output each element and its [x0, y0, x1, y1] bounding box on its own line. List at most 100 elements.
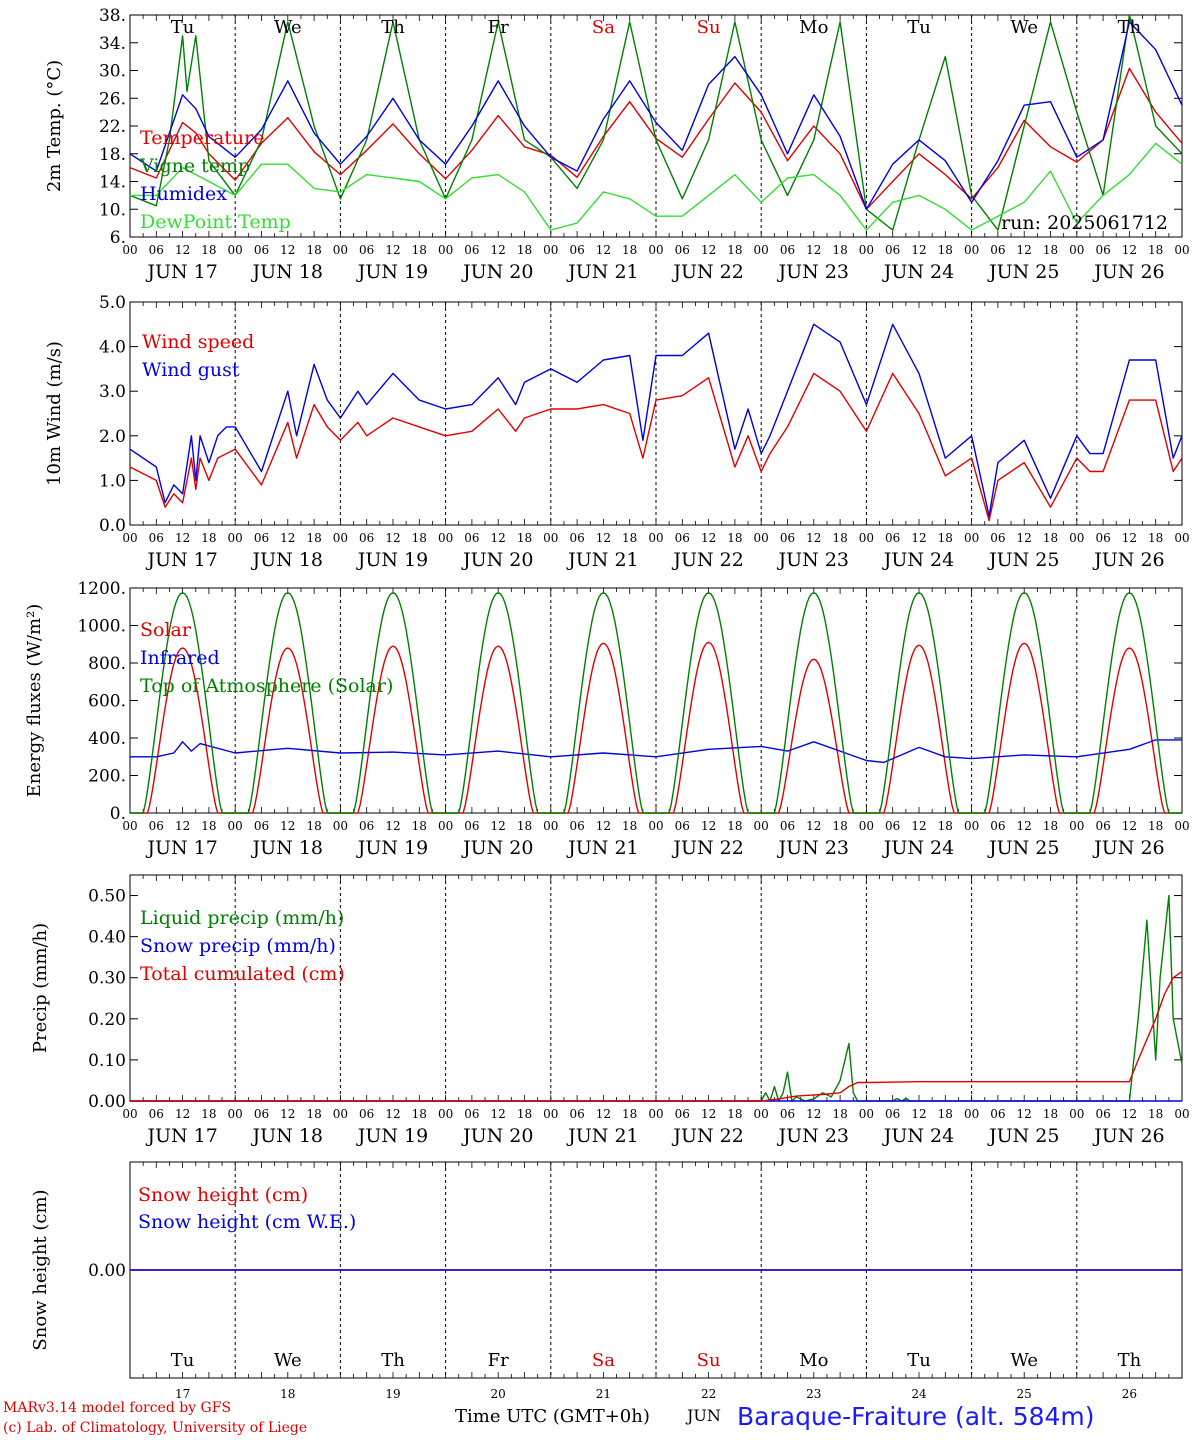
hour-tick-label: 18 [412, 243, 427, 257]
legend-entry: Snow precip (mm/h) [140, 935, 336, 957]
hour-tick-label: 00 [333, 819, 348, 833]
hour-tick-label: 12 [806, 243, 821, 257]
y-tick-label: 0.00 [88, 1261, 126, 1281]
hour-tick-label: 18 [1148, 243, 1163, 257]
hour-tick-label: 06 [254, 531, 269, 545]
series-line-wind-gust [129, 323, 1183, 517]
hour-tick-label: 12 [911, 243, 926, 257]
date-label: JUN 18 [251, 1125, 323, 1147]
hour-tick-label: 06 [780, 531, 795, 545]
hour-tick-label: 06 [885, 531, 900, 545]
panel-precip: 0.00 0.10 0.20 0.30 0.40 0.50 Precip (mm/h) 00 0… [30, 874, 1190, 1147]
panel-snow: 0.00 Snow height (cm) Snow height (cm) Snow… [30, 1161, 1183, 1401]
hour-tick-label: 06 [149, 819, 164, 833]
date-label: JUN 19 [356, 261, 428, 283]
hour-tick-label: 12 [596, 819, 611, 833]
hour-tick-label: 06 [675, 819, 690, 833]
hour-tick-label: 06 [990, 243, 1005, 257]
hour-tick-label: 12 [491, 531, 506, 545]
date-label: JUN 23 [777, 549, 849, 571]
hour-tick-label: 00 [859, 1107, 874, 1121]
hour-tick-label: 06 [885, 1107, 900, 1121]
hour-tick-label: 12 [806, 531, 821, 545]
hour-tick-label: 06 [149, 1107, 164, 1121]
weekday-label: We [274, 17, 302, 38]
hour-tick-label: 06 [675, 1107, 690, 1121]
hour-tick-label: 00 [122, 243, 137, 257]
hour-tick-label: 18 [306, 531, 321, 545]
hour-tick-label: 00 [964, 819, 979, 833]
date-label: JUN 26 [1092, 261, 1164, 283]
series-line-top-of-atmosphere-solar- [130, 592, 1182, 814]
legend-entry: Liquid precip (mm/h) [140, 907, 344, 929]
weekday-label: Fr [488, 17, 509, 38]
time-ticks [129, 588, 1183, 813]
hour-tick-label: 18 [727, 819, 742, 833]
legend-entry: Total cumulated (cm) [140, 963, 345, 985]
hour-tick-label: 18 [832, 243, 847, 257]
y-tick-label: 1000. [77, 617, 126, 637]
station-title: Baraque-Fraiture (alt. 584m) [737, 1402, 1095, 1431]
hour-tick-label: 00 [1174, 531, 1189, 545]
hour-tick-label: 06 [885, 819, 900, 833]
hour-tick-label: 18 [622, 531, 637, 545]
hour-tick-label: 18 [412, 1107, 427, 1121]
hour-tick-label: 18 [727, 1107, 742, 1121]
date-label: JUN 23 [777, 261, 849, 283]
hour-tick-label: 06 [1095, 1107, 1110, 1121]
hour-tick-label: 18 [1043, 819, 1058, 833]
hour-tick-label: 12 [1122, 1107, 1137, 1121]
hour-tick-label: 12 [701, 243, 716, 257]
hour-tick-label: 06 [464, 819, 479, 833]
hour-tick-label: 00 [964, 243, 979, 257]
hour-tick-label: 00 [1069, 819, 1084, 833]
hour-tick-label: 00 [648, 531, 663, 545]
hour-tick-label: 00 [543, 1107, 558, 1121]
series-line-infrared [130, 739, 1182, 764]
panel-temperature: 6. 10. 14. 18. 22. 26. 30. 34. 38. 2m Temp. (°C) 0… [44, 6, 1190, 283]
date-label: JUN 25 [987, 1125, 1059, 1147]
hour-tick-label: 00 [1069, 1107, 1084, 1121]
legend-entry: DewPoint Temp [140, 211, 291, 233]
hour-tick-label: 18 [622, 243, 637, 257]
hour-tick-label: 00 [1174, 243, 1189, 257]
hour-tick-label: 12 [1017, 819, 1032, 833]
hour-tick-label: 12 [1122, 819, 1137, 833]
date-label: JUN 24 [882, 261, 954, 283]
hour-tick-label: 12 [806, 1107, 821, 1121]
hour-tick-label: 18 [201, 243, 216, 257]
hour-tick-label: 06 [780, 819, 795, 833]
y-tick-label: 600. [88, 692, 126, 712]
day-number-label: 17 [175, 1387, 190, 1401]
weekday-label: Tu [907, 17, 931, 38]
hour-tick-label: 18 [727, 243, 742, 257]
weekday-label: Tu [907, 1350, 931, 1371]
weekday-label: We [274, 1350, 302, 1371]
y-tick-label: 0.0 [99, 516, 126, 536]
hour-tick-label: 06 [359, 243, 374, 257]
y-tick-label: 400. [88, 729, 126, 749]
model-credit: MARv3.14 model forced by GFS [3, 1400, 232, 1416]
date-label: JUN 24 [882, 837, 954, 859]
date-label: JUN 25 [987, 549, 1059, 571]
day-number-label: 22 [701, 1387, 716, 1401]
y-tick-label: 34. [99, 34, 126, 54]
hour-tick-label: 00 [648, 1107, 663, 1121]
panel-frame [129, 301, 1183, 526]
y-tick-label: 26. [99, 89, 126, 109]
y-tick-label: 0.10 [88, 1051, 126, 1071]
hour-tick-label: 12 [596, 531, 611, 545]
hour-tick-label: 06 [569, 1107, 584, 1121]
hour-tick-label: 18 [517, 531, 532, 545]
hour-tick-label: 18 [938, 243, 953, 257]
hour-tick-label: 18 [832, 1107, 847, 1121]
hour-tick-label: 00 [754, 1107, 769, 1121]
hour-tick-label: 12 [280, 243, 295, 257]
date-label: JUN 25 [987, 837, 1059, 859]
hour-tick-label: 12 [385, 243, 400, 257]
hour-tick-label: 12 [1017, 1107, 1032, 1121]
hour-tick-label: 00 [438, 819, 453, 833]
weekday-label: Th [1118, 17, 1142, 38]
hour-tick-label: 12 [1122, 531, 1137, 545]
date-label: JUN 20 [461, 549, 533, 571]
